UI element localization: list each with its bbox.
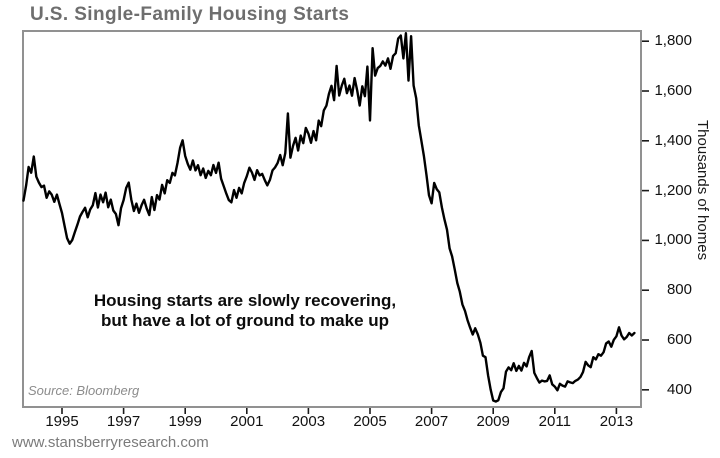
y-tick-label: 800 (666, 281, 692, 299)
x-tick-label: 2001 (230, 413, 264, 430)
y-tick-label: 600 (666, 331, 692, 349)
housing-starts-line (22, 32, 636, 403)
y-tick-label: 1,800 (654, 32, 692, 50)
x-tick-label: 1997 (106, 413, 141, 430)
x-tick-label: 2005 (353, 413, 387, 430)
y-tick-label: 1,200 (654, 181, 692, 199)
y-tick-label: 1,600 (654, 82, 692, 99)
x-tick-label: 1995 (45, 413, 79, 430)
chart-annotation-line1: Housing starts are slowly recovering, (93, 291, 397, 310)
x-tick-label: 1999 (168, 413, 202, 430)
page-title: U.S. Single-Family Housing Starts (30, 4, 350, 25)
chart-annotation-line2: but have a lot of ground to make up (100, 311, 390, 330)
source-note: Source: Bloomberg (28, 383, 140, 398)
plot-border (22, 30, 642, 408)
x-tick-label: 2009 (476, 413, 510, 430)
y-tick-label: 1,000 (654, 231, 692, 249)
y-axis-title: Thousands of homes (694, 120, 711, 261)
y-tick-label: 400 (666, 380, 692, 398)
y-tick-label: 1,400 (654, 131, 692, 149)
x-tick-label: 2011 (538, 413, 571, 430)
website-url: www.stansberryresearch.com (12, 434, 209, 451)
x-tick-label: 2013 (599, 413, 634, 430)
x-tick-label: 2003 (291, 413, 326, 430)
chart-annotation: Housing starts are slowly recovering, bu… (25, 291, 465, 331)
x-tick-label: 2007 (414, 413, 449, 430)
